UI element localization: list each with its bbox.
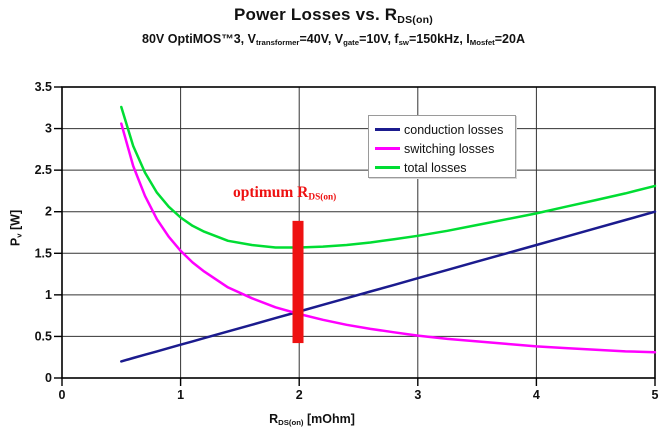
- legend-item-total: total losses: [375, 158, 515, 177]
- series-line-total: [120, 105, 657, 249]
- legend-label-switching: switching losses: [404, 141, 495, 156]
- series-line-conduction: [120, 210, 657, 363]
- optimum-annotation-subscript: DS(on): [308, 192, 337, 203]
- chart-subtitle: 80V OptiMOS™3, Vtransformer=40V, Vgate=1…: [0, 32, 667, 47]
- y-axis-label: Pv [W]: [8, 210, 23, 246]
- subtitle-subscript: sw: [398, 38, 409, 48]
- y-tick-label: 2.5: [35, 163, 52, 177]
- series-line-switching: [120, 122, 657, 354]
- y-tick-label: 2: [45, 205, 52, 219]
- legend: conduction losses switching losses total…: [368, 115, 516, 178]
- chart-title-subscript: DS(on): [397, 13, 433, 26]
- x-axis-label-subscript: DS(on): [278, 418, 304, 428]
- subtitle-segment: =20A: [494, 32, 525, 46]
- y-tick-label: 0.5: [35, 329, 52, 343]
- x-tick-label: 0: [59, 388, 66, 402]
- y-axis-label-unit: [W]: [8, 209, 23, 234]
- x-tick-label: 3: [414, 388, 421, 402]
- y-axis-label-subscript: v: [14, 233, 24, 238]
- subtitle-subscript: Mosfet: [469, 38, 495, 48]
- subtitle-segment: =10V, f: [359, 32, 399, 46]
- y-tick-label: 3: [45, 122, 52, 136]
- subtitle-segment: 80V OptiMOS™3, V: [142, 32, 256, 46]
- y-axis-label-text: P: [8, 237, 23, 247]
- switching-line-swatch: [375, 147, 400, 150]
- legend-item-switching: switching losses: [375, 139, 515, 158]
- chart-title: Power Losses vs. RDS(on): [0, 5, 667, 26]
- y-tick-label: 1: [45, 288, 52, 302]
- x-tick-label: 5: [652, 388, 659, 402]
- x-tick-label: 1: [177, 388, 184, 402]
- x-axis-label-unit: [mOhm]: [303, 412, 355, 426]
- conduction-line-swatch: [375, 128, 400, 131]
- x-axis-label: RDS(on) [mOhm]: [269, 412, 355, 427]
- subtitle-subscript: gate: [343, 38, 360, 48]
- y-tick-label: 3.5: [35, 80, 52, 94]
- subtitle-subscript: transformer: [255, 38, 300, 48]
- y-tick-label: 0: [45, 371, 52, 385]
- legend-label-total: total losses: [404, 160, 467, 175]
- x-axis-label-text: R: [269, 412, 279, 426]
- subtitle-segment: =40V, V: [299, 32, 344, 46]
- total-line-swatch: [375, 166, 400, 169]
- x-tick-label: 4: [533, 388, 540, 402]
- y-tick-label: 1.5: [35, 246, 52, 260]
- subtitle-segment: =150kHz, I: [408, 32, 470, 46]
- legend-item-conduction: conduction losses: [375, 120, 515, 139]
- legend-label-conduction: conduction losses: [404, 122, 504, 137]
- optimum-annotation: optimum RDS(on): [233, 184, 336, 203]
- chart-title-text: Power Losses vs. R: [233, 5, 398, 24]
- x-tick-label: 2: [296, 388, 303, 402]
- optimum-annotation-text: optimum R: [233, 184, 309, 201]
- plot-border: [61, 86, 656, 379]
- optimum-marker-bar: [292, 220, 304, 344]
